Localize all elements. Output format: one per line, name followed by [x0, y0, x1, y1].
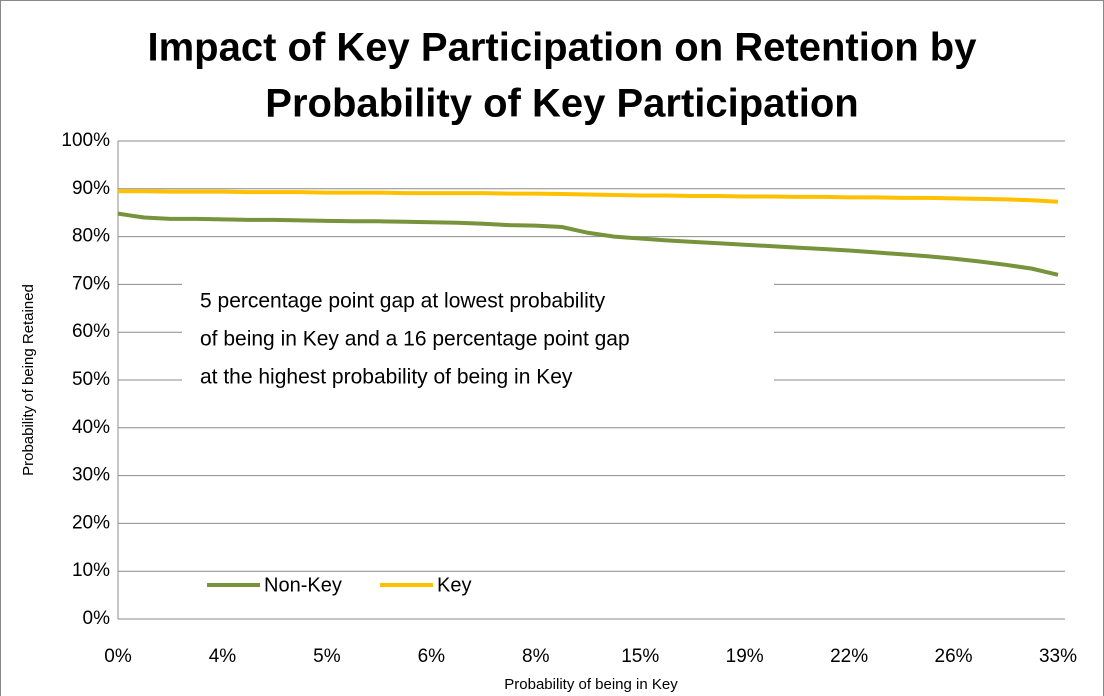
chart-title: Probability of Key Participation	[265, 82, 858, 126]
series-line	[118, 189, 1059, 204]
legend-label: Key	[437, 574, 471, 596]
y-tick-label: 10%	[72, 560, 110, 581]
y-tick-label: 70%	[72, 273, 110, 294]
annotation-text: 5 percentage point gap at lowest probabi…	[200, 290, 606, 313]
chart-title: Impact of Key Participation on Retention…	[148, 26, 978, 70]
y-tick-label: 90%	[72, 178, 110, 199]
x-tick-label: 15%	[621, 646, 659, 667]
x-tick-label: 6%	[418, 646, 446, 667]
y-tick-label: 40%	[72, 417, 110, 438]
annotation: 5 percentage point gap at lowest probabi…	[182, 278, 774, 412]
y-axis-title: Probability of being Retained	[20, 284, 37, 476]
x-tick-label: 8%	[522, 646, 550, 667]
y-tick-label: 100%	[61, 130, 110, 151]
y-tick-label: 30%	[72, 465, 110, 486]
x-tick-label: 33%	[1039, 646, 1077, 667]
series-line	[117, 211, 1059, 277]
annotation-text: at the highest probability of being in K…	[200, 366, 573, 389]
annotation-box	[182, 278, 774, 412]
legend-label: Non-Key	[264, 574, 342, 596]
x-tick-label: 5%	[313, 646, 341, 667]
x-tick-label: 4%	[209, 646, 237, 667]
y-tick-label: 0%	[83, 608, 111, 629]
x-tick-label: 19%	[726, 646, 764, 667]
y-tick-label: 60%	[72, 321, 110, 342]
x-tick-label: 22%	[830, 646, 868, 667]
y-tick-label: 50%	[72, 369, 110, 390]
annotation-text: of being in Key and a 16 percentage poin…	[200, 328, 630, 351]
y-tick-label: 80%	[72, 226, 110, 247]
x-axis-title: Probability of being in Key	[504, 676, 678, 693]
x-tick-label: 0%	[104, 646, 132, 667]
x-tick-label: 26%	[935, 646, 973, 667]
y-tick-label: 20%	[72, 512, 110, 533]
